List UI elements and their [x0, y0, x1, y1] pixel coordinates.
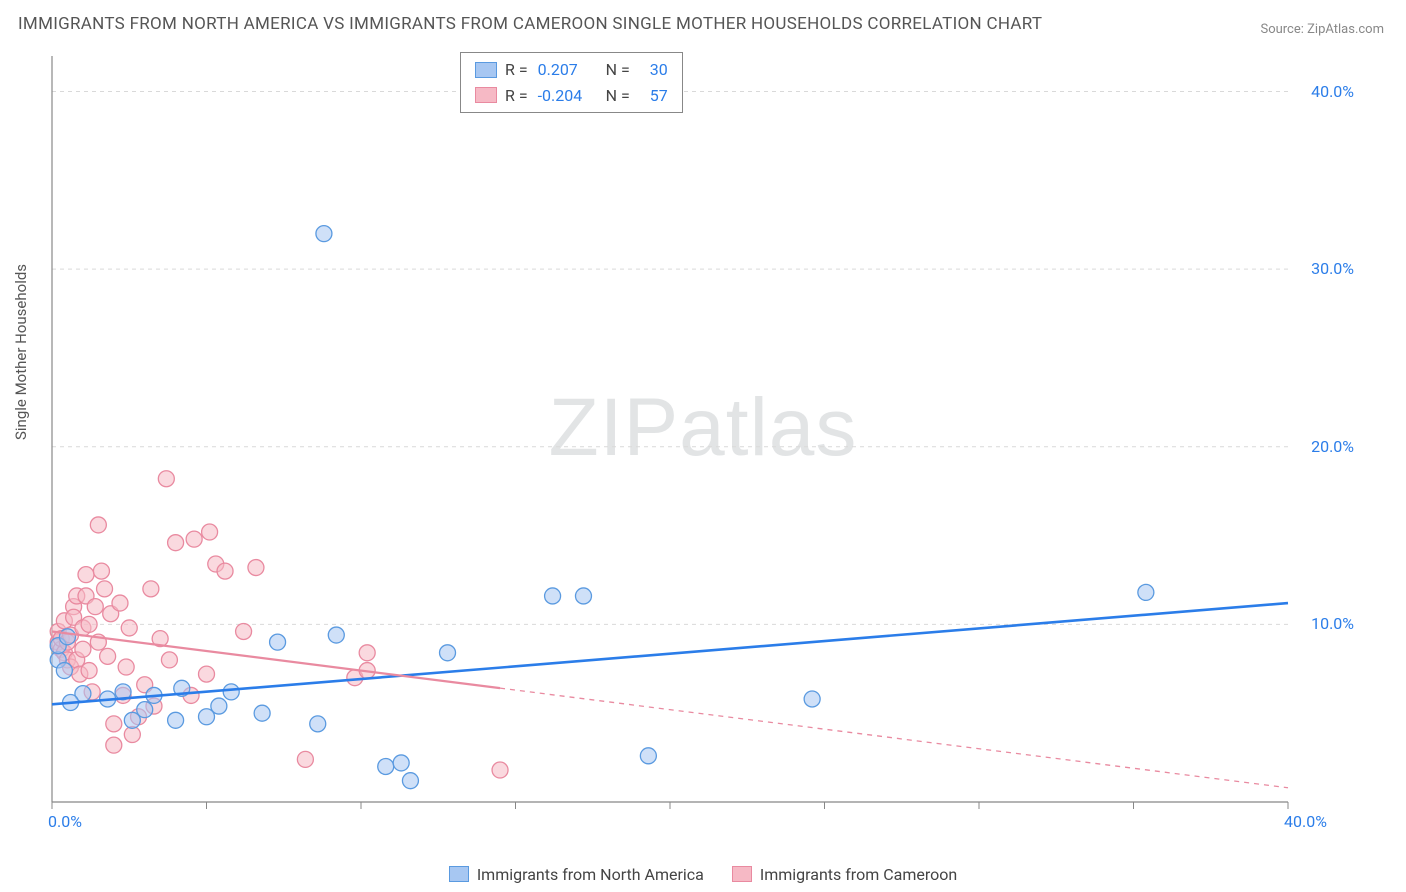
chart-svg	[48, 52, 1348, 832]
axis-tick-label: 0.0%	[48, 812, 82, 831]
legend-row-series2: R = -0.204 N = 57	[475, 83, 668, 109]
legend-swatch-pink	[475, 87, 497, 103]
axis-tick-label: 40.0%	[1284, 812, 1327, 831]
legend-swatch-icon	[449, 866, 469, 882]
legend-swatch-icon	[732, 866, 752, 882]
chart-area	[48, 52, 1348, 832]
series-legend: Immigrants from North America Immigrants…	[0, 865, 1406, 887]
legend-swatch-blue	[475, 62, 497, 78]
axis-tick-label: 10.0%	[1294, 614, 1354, 633]
axis-tick-label: 20.0%	[1294, 437, 1354, 456]
legend-item-north-america: Immigrants from North America	[449, 865, 704, 884]
legend-item-cameroon: Immigrants from Cameroon	[732, 865, 957, 884]
legend-row-series1: R = 0.207 N = 30	[475, 57, 668, 83]
source-label: Source: ZipAtlas.com	[1260, 22, 1384, 37]
y-axis-label: Single Mother Households	[12, 264, 30, 440]
correlation-legend: R = 0.207 N = 30 R = -0.204 N = 57	[460, 52, 683, 113]
axis-tick-label: 40.0%	[1294, 82, 1354, 101]
chart-title: IMMIGRANTS FROM NORTH AMERICA VS IMMIGRA…	[18, 14, 1042, 34]
axis-tick-label: 30.0%	[1294, 259, 1354, 278]
